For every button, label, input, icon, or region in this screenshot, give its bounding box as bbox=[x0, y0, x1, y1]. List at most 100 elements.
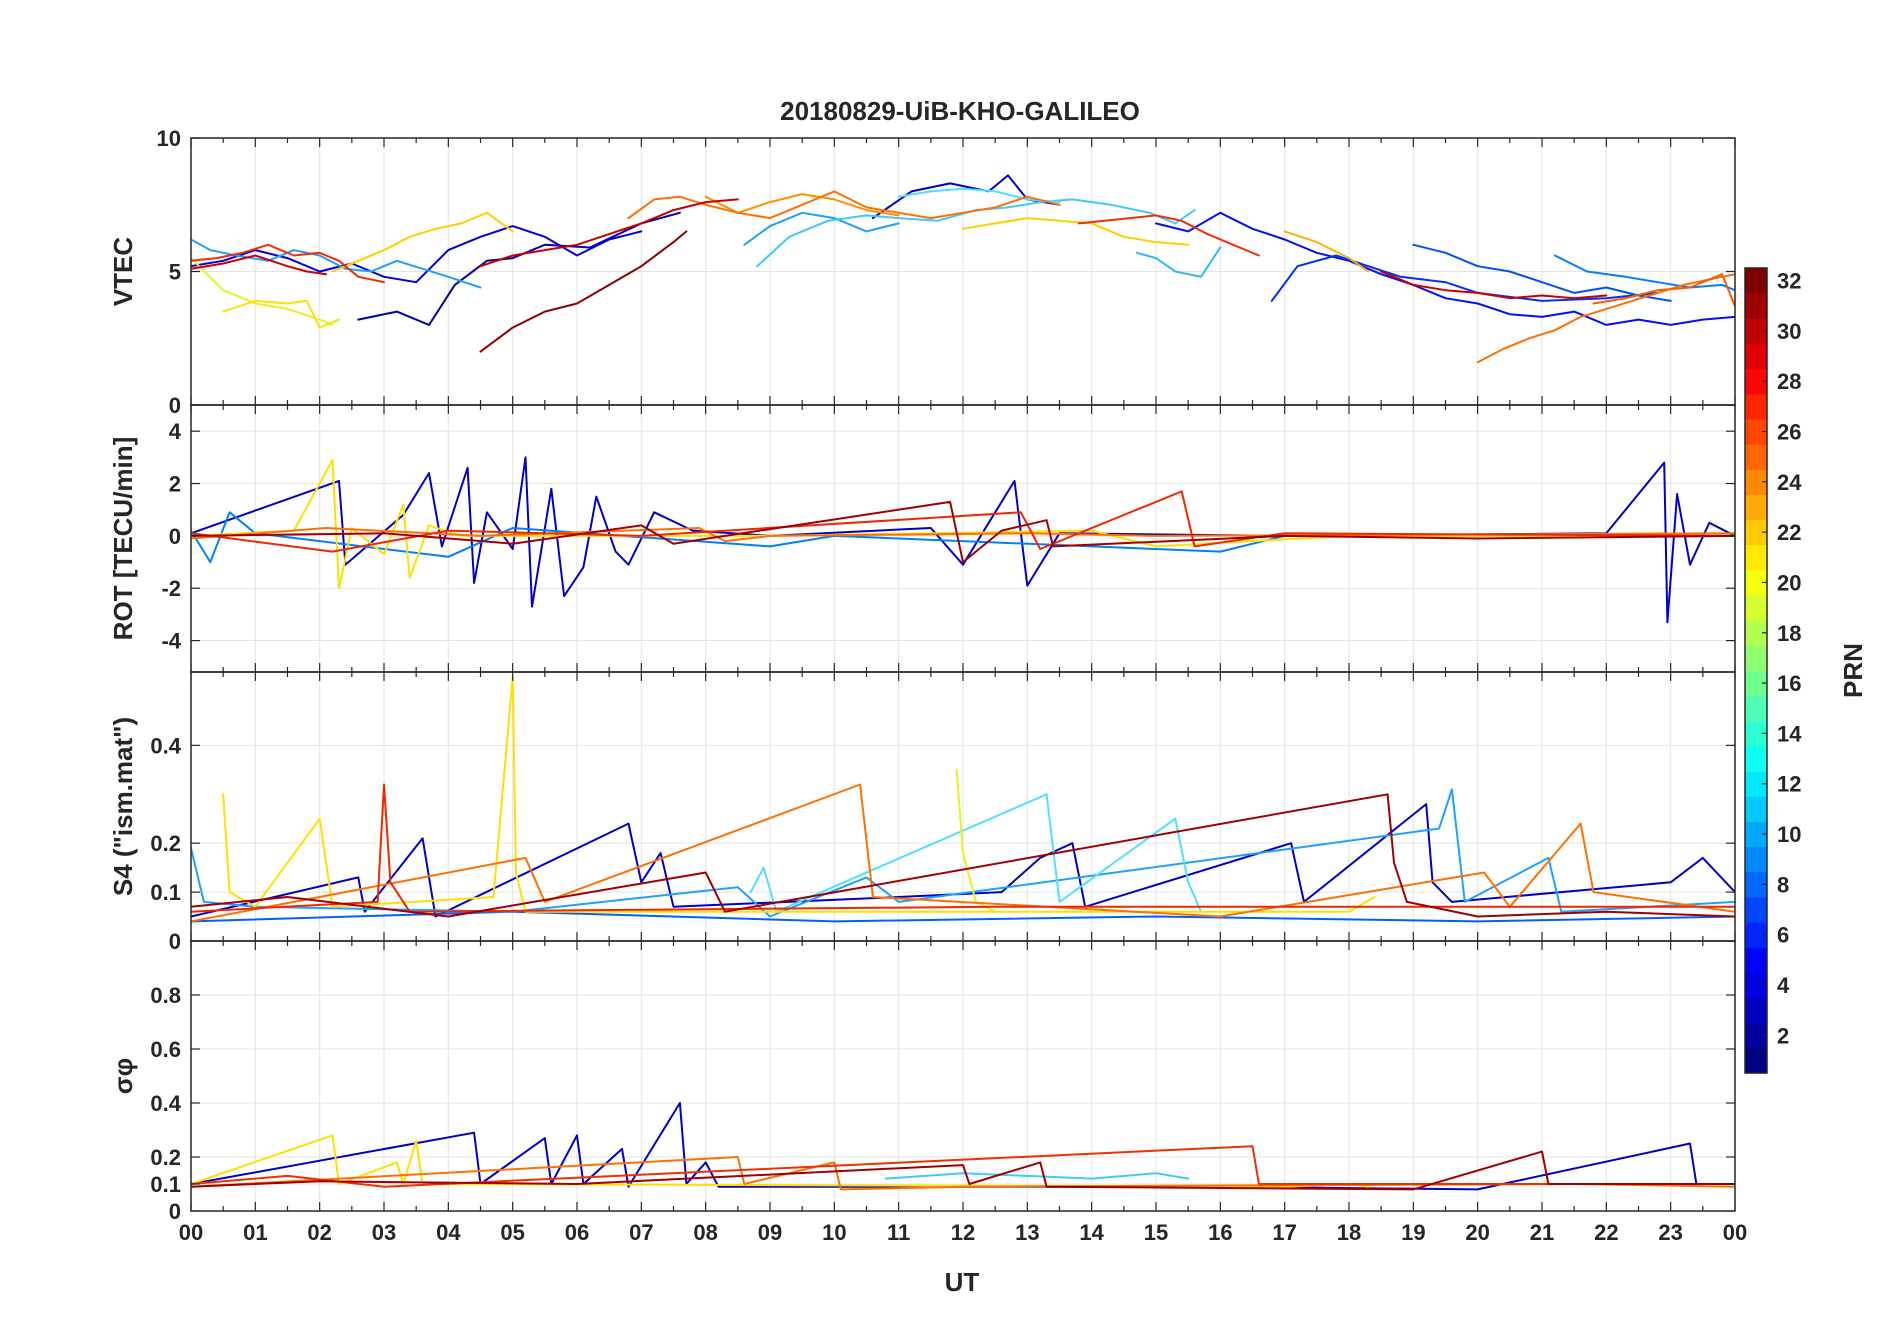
x-tick-label: 15 bbox=[1144, 1220, 1168, 1245]
series-line-prn-27 bbox=[191, 1145, 1735, 1188]
series-line-prn-19 bbox=[191, 257, 334, 326]
chart-title: 20180829-UiB-KHO-GALILEO bbox=[780, 96, 1140, 126]
y-tick-label: -4 bbox=[161, 629, 181, 654]
x-tick-label: 03 bbox=[372, 1220, 396, 1245]
x-tick-label: 17 bbox=[1272, 1220, 1296, 1245]
series-line-prn-13 bbox=[897, 187, 1061, 204]
x-tick-label: 10 bbox=[822, 1220, 846, 1245]
panel-sigma_phi: 00.10.2 0.4 0.6 0.8 σφ bbox=[108, 940, 1736, 1224]
colorbar-segment bbox=[1745, 418, 1767, 445]
colorbar-segment bbox=[1745, 519, 1767, 546]
series-line-prn-20 bbox=[191, 1134, 1370, 1188]
colorbar-segment bbox=[1745, 745, 1767, 772]
series-line-prn-3 bbox=[191, 456, 1735, 624]
series-line-prn-28 bbox=[191, 783, 1735, 913]
y-tick-label: 0.2 bbox=[150, 1145, 181, 1170]
series-line-prn-27 bbox=[1077, 214, 1260, 257]
colorbar-tick-label: 20 bbox=[1777, 570, 1801, 595]
colorbar-segment bbox=[1745, 318, 1767, 345]
y-tick-label: 0.4 bbox=[150, 1091, 181, 1116]
colorbar-tick-label: 28 bbox=[1777, 369, 1801, 394]
series-line-prn-11 bbox=[191, 788, 1735, 918]
x-tick-label: 22 bbox=[1594, 1220, 1618, 1245]
colorbar-segment bbox=[1745, 494, 1767, 521]
colorbar-segment bbox=[1745, 846, 1767, 873]
grid-sigma_phi bbox=[191, 941, 1735, 1212]
y-tick-label: 0.6 bbox=[150, 1037, 181, 1062]
series-line-prn-4 bbox=[191, 225, 643, 284]
y-tick-label: 0 bbox=[169, 1199, 181, 1224]
series-line-prn-25 bbox=[1592, 273, 1735, 308]
x-tick-label: 11 bbox=[887, 1220, 910, 1245]
y-tick-label: 0.2 bbox=[150, 831, 181, 856]
series-line-prn-22 bbox=[1283, 230, 1370, 273]
x-tick-label: 13 bbox=[1015, 1220, 1039, 1245]
colorbar-segment bbox=[1745, 871, 1767, 898]
y-axis-label-rot: ROT [TECU/min] bbox=[108, 437, 138, 641]
y-tick-label: 0 bbox=[169, 524, 181, 549]
series-line-prn-21 bbox=[331, 211, 514, 273]
colorbar-tick-label: 10 bbox=[1777, 822, 1801, 847]
colorbar-segment bbox=[1745, 670, 1767, 697]
series-line-prn-27 bbox=[191, 243, 385, 284]
colorbar-segment bbox=[1745, 896, 1767, 923]
colorbar-segment bbox=[1745, 268, 1767, 294]
series-line-prn-5 bbox=[1155, 211, 1735, 326]
series-line-prn-20 bbox=[222, 299, 340, 329]
colorbar-tick-label: 2 bbox=[1777, 1023, 1789, 1048]
series-line-prn-24 bbox=[627, 190, 1061, 220]
colorbar-segment bbox=[1745, 922, 1767, 948]
series-group-s4 bbox=[191, 675, 1735, 923]
panel-vtec: 0 5 10 VTEC bbox=[108, 126, 1736, 418]
series-line-prn-2 bbox=[357, 211, 681, 326]
y-tick-label: 0.8 bbox=[150, 983, 181, 1008]
colorbar-tick-label: 30 bbox=[1777, 319, 1801, 344]
x-tick-label: 06 bbox=[565, 1220, 589, 1245]
colorbar-segment bbox=[1745, 796, 1767, 823]
series-line-prn-8 bbox=[191, 910, 1735, 923]
x-tick-label: 12 bbox=[951, 1220, 975, 1245]
colorbar-segment bbox=[1745, 1047, 1767, 1074]
colorbar-tick-label: 32 bbox=[1777, 269, 1801, 294]
series-line-prn-13 bbox=[749, 793, 1202, 913]
colorbar-label: PRN bbox=[1838, 643, 1868, 698]
series-line-prn-29 bbox=[191, 254, 328, 276]
x-tick-label: 02 bbox=[307, 1220, 331, 1245]
colorbar-tick-label: 4 bbox=[1777, 973, 1790, 998]
x-tick-label: 21 bbox=[1530, 1220, 1554, 1245]
colorbar-segment bbox=[1745, 771, 1767, 797]
series-line-prn-32 bbox=[479, 230, 688, 353]
panel-s4: 0 0.1 0.2 0.4 S4 ("ism.mat") bbox=[108, 671, 1736, 954]
series-line-prn-24 bbox=[191, 783, 1735, 923]
colorbar-segment bbox=[1745, 595, 1767, 621]
colorbar-segment bbox=[1745, 393, 1767, 420]
colorbar-segment bbox=[1745, 293, 1767, 319]
y-tick-label: 0 bbox=[169, 929, 181, 954]
series-line-prn-7 bbox=[1412, 243, 1672, 302]
series-line-prn-3 bbox=[191, 803, 1735, 918]
x-tick-label: 01 bbox=[243, 1220, 267, 1245]
colorbar-segment bbox=[1745, 444, 1767, 470]
colorbar-segment bbox=[1745, 620, 1767, 646]
x-tick-label: 05 bbox=[500, 1220, 524, 1245]
colorbar-tick-label: 14 bbox=[1777, 721, 1802, 746]
series-line-prn-6 bbox=[1270, 254, 1659, 302]
series-line-prn-31 bbox=[191, 793, 1735, 918]
series-group-sigma_phi bbox=[191, 1102, 1735, 1191]
series-line-prn-11 bbox=[743, 211, 900, 246]
y-tick-label: 2 bbox=[169, 472, 181, 497]
y-tick-label: 0.4 bbox=[150, 733, 181, 758]
x-axis-label: UT bbox=[945, 1267, 980, 1297]
x-tick-label: 14 bbox=[1079, 1220, 1104, 1245]
x-tick-label: 18 bbox=[1337, 1220, 1361, 1245]
y-tick-label: -2 bbox=[161, 576, 181, 601]
y-axis-label-sigma_phi: σφ bbox=[108, 1058, 138, 1094]
series-line-prn-31 bbox=[191, 500, 1735, 564]
x-tick-label: 00 bbox=[1723, 1220, 1747, 1245]
colorbar-segment bbox=[1745, 1022, 1767, 1049]
x-tick-label: 09 bbox=[758, 1220, 782, 1245]
x-tick-label: 08 bbox=[693, 1220, 717, 1245]
panel-rot: -4 -2 0 2 4 ROT [TECU/min] bbox=[108, 404, 1736, 673]
colorbar-tick-label: 24 bbox=[1777, 470, 1802, 495]
